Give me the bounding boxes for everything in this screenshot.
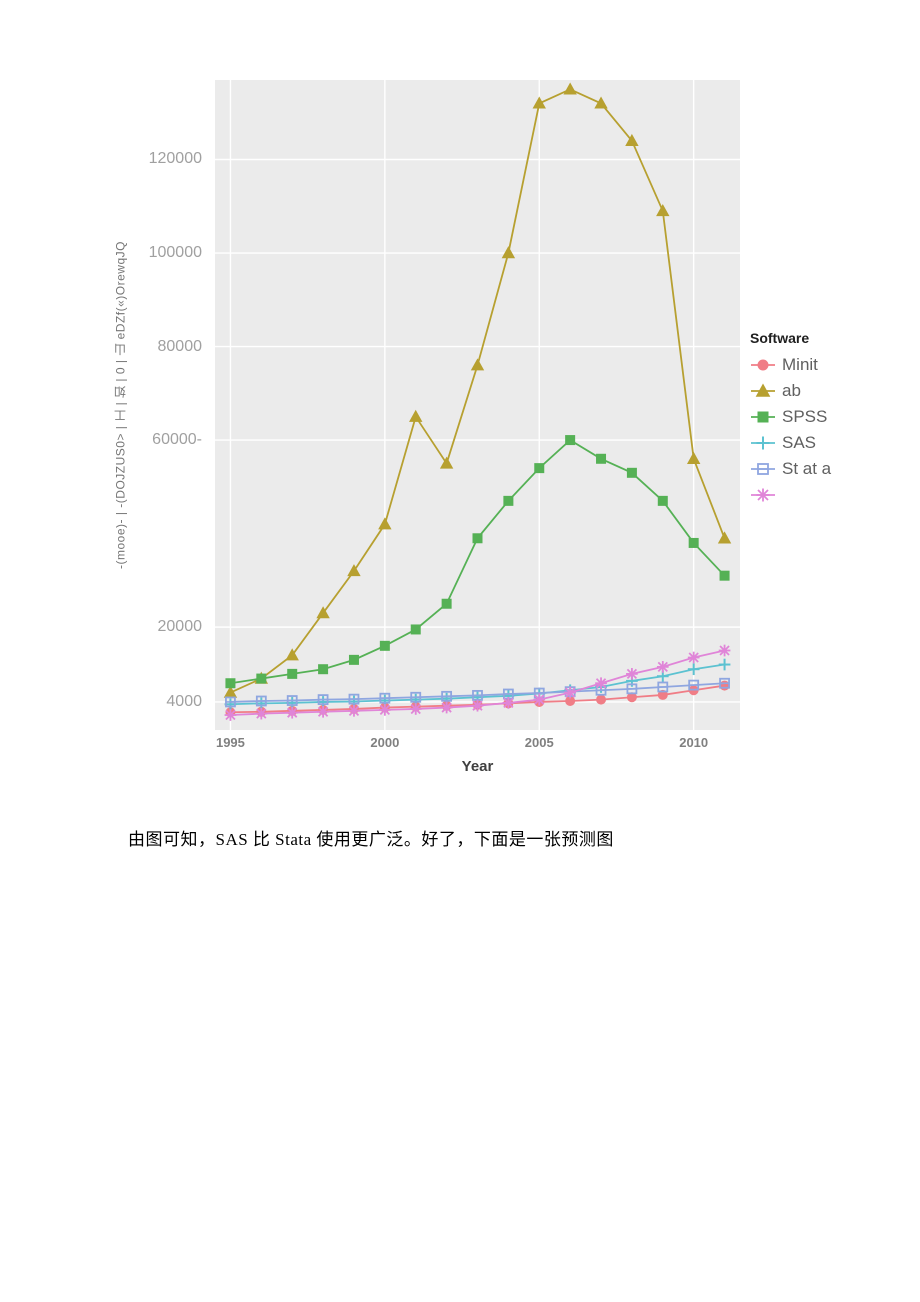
legend-label: SPSS bbox=[782, 407, 827, 427]
y-tick: 4000 bbox=[166, 693, 202, 711]
legend-item: SPSS bbox=[750, 404, 880, 430]
legend-item: SAS bbox=[750, 430, 880, 456]
x-tick: 2000 bbox=[370, 735, 399, 750]
legend-item: Minit bbox=[750, 352, 880, 378]
x-axis-label: Year bbox=[215, 758, 740, 775]
chart-svg bbox=[215, 80, 740, 730]
legend-item: St at a bbox=[750, 456, 880, 482]
legend: Software Minit ab SPSS SAS St at a bbox=[750, 330, 880, 508]
x-tick: 1995 bbox=[216, 735, 245, 750]
legend-swatch bbox=[750, 459, 776, 479]
y-tick-labels: 4000 20000 60000- 80000 100000 120000 bbox=[135, 80, 210, 730]
legend-swatch bbox=[750, 381, 776, 401]
legend-label: Minit bbox=[782, 355, 818, 375]
legend-item bbox=[750, 482, 880, 508]
x-tick: 2005 bbox=[525, 735, 554, 750]
y-tick: 60000- bbox=[152, 431, 202, 449]
legend-swatch bbox=[750, 433, 776, 453]
legend-label: ab bbox=[782, 381, 801, 401]
y-axis-label: -(mooe)- | -(DOJZUS0> | 工 | 如 | 0 | 山 eD… bbox=[110, 80, 130, 730]
x-tick-labels: 1995 2000 2005 2010 bbox=[215, 735, 740, 755]
legend-swatch bbox=[750, 485, 776, 505]
legend-title: Software bbox=[750, 330, 880, 346]
x-tick: 2010 bbox=[679, 735, 708, 750]
legend-item: ab bbox=[750, 378, 880, 404]
y-tick: 100000 bbox=[149, 244, 202, 262]
y-tick: 120000 bbox=[149, 150, 202, 168]
caption-text: 由图可知，SAS 比 Stata 使用更广泛。好了，下面是一张预测图 bbox=[128, 825, 614, 850]
legend-label: SAS bbox=[782, 433, 816, 453]
y-tick: 80000 bbox=[158, 338, 203, 356]
legend-swatch bbox=[750, 355, 776, 375]
plot-area bbox=[215, 80, 740, 740]
legend-label: St at a bbox=[782, 459, 831, 479]
y-tick: 20000 bbox=[158, 618, 203, 636]
legend-swatch bbox=[750, 407, 776, 427]
chart-container: -(mooe)- | -(DOJZUS0> | 工 | 如 | 0 | 山 eD… bbox=[110, 80, 890, 780]
